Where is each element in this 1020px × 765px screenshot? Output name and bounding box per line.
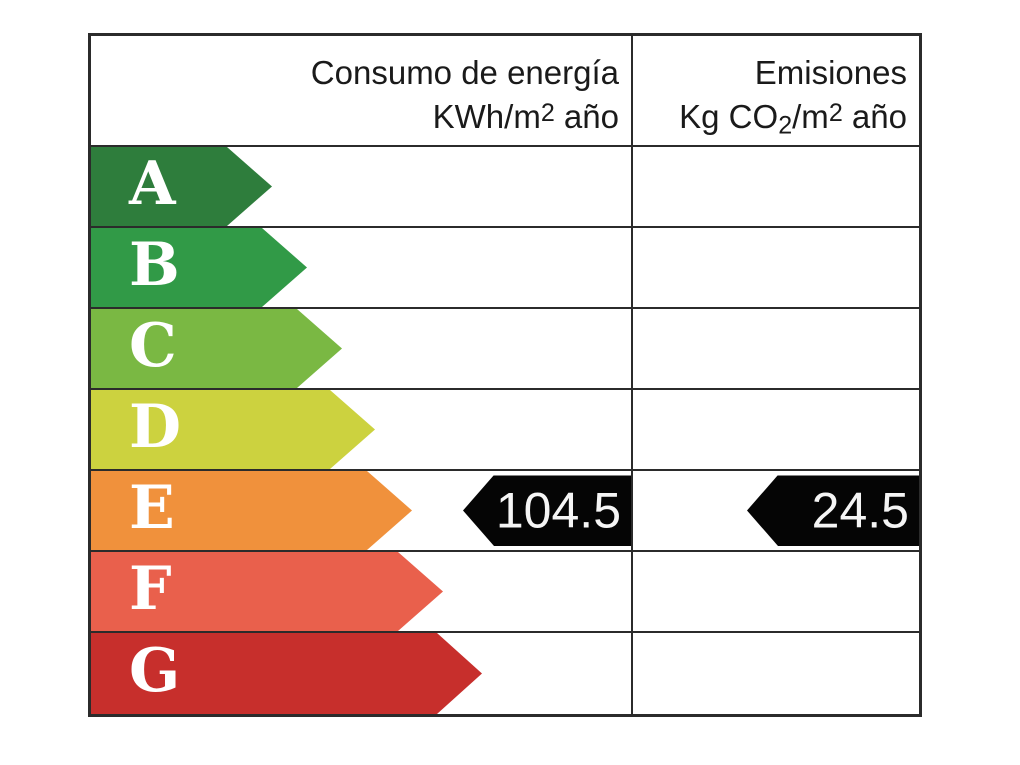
emissions-header-line2: Kg CO2/m2 año bbox=[633, 93, 907, 146]
consumption-unit-prefix: KWh/m bbox=[432, 98, 541, 136]
consumption-cell-b: B bbox=[91, 228, 633, 307]
rating-row-d: D bbox=[91, 390, 919, 471]
rating-bar-c: C bbox=[91, 309, 342, 388]
consumption-unit-superscript: 2 bbox=[540, 99, 555, 127]
consumption-header-cell: Consumo de energía KWh/m2 año bbox=[91, 36, 633, 145]
rating-letter-f: F bbox=[129, 553, 172, 624]
consumption-header-line2: KWh/m2 año bbox=[91, 93, 619, 137]
rating-bar-g: G bbox=[91, 633, 482, 714]
rating-bar-b: B bbox=[91, 228, 307, 307]
energy-rating-table: Consumo de energía KWh/m2 año Emisiones … bbox=[88, 33, 922, 717]
emissions-unit-superscript: 2 bbox=[828, 99, 843, 127]
consumption-header-line1: Consumo de energía bbox=[310, 54, 619, 91]
ratings-rows: A B C D E 104.5 24.5 F G bbox=[91, 147, 919, 714]
rating-row-e: E 104.5 24.5 bbox=[91, 471, 919, 552]
consumption-cell-d: D bbox=[91, 390, 633, 469]
consumption-value-arrow-label: 104.5 bbox=[495, 482, 621, 539]
emissions-value-arrow-label: 24.5 bbox=[811, 482, 909, 539]
rating-letter-c: C bbox=[129, 310, 177, 381]
rating-letter-a: A bbox=[129, 148, 176, 219]
emissions-unit-part1: Kg CO bbox=[679, 98, 779, 136]
emissions-unit-subscript: 2 bbox=[778, 111, 793, 140]
emissions-cell-b bbox=[633, 228, 919, 307]
emissions-cell-a bbox=[633, 147, 919, 226]
rating-letter-d: D bbox=[129, 391, 182, 462]
emissions-cell-d bbox=[633, 390, 919, 469]
rating-bar-d: D bbox=[91, 390, 375, 469]
rating-row-a: A bbox=[91, 147, 919, 228]
emissions-unit-part2: /m bbox=[792, 98, 829, 136]
rating-row-c: C bbox=[91, 309, 919, 390]
emissions-value-arrow: 24.5 bbox=[747, 475, 919, 546]
table-header: Consumo de energía KWh/m2 año Emisiones … bbox=[91, 36, 919, 147]
rating-letter-g: G bbox=[129, 635, 181, 706]
consumption-cell-g: G bbox=[91, 633, 633, 714]
emissions-cell-c bbox=[633, 309, 919, 388]
rating-bar-e: E bbox=[91, 471, 412, 550]
consumption-cell-e: E 104.5 bbox=[91, 471, 633, 550]
emissions-header-cell: Emisiones Kg CO2/m2 año bbox=[633, 36, 919, 145]
rating-bar-f: F bbox=[91, 552, 443, 631]
emissions-cell-g bbox=[633, 633, 919, 714]
rating-row-b: B bbox=[91, 228, 919, 309]
consumption-cell-f: F bbox=[91, 552, 633, 631]
rating-letter-b: B bbox=[129, 229, 180, 300]
consumption-value-arrow: 104.5 bbox=[463, 475, 631, 546]
emissions-cell-f bbox=[633, 552, 919, 631]
emissions-header-line1: Emisiones bbox=[754, 54, 907, 91]
consumption-unit-suffix: año bbox=[554, 98, 619, 136]
rating-letter-e: E bbox=[129, 472, 175, 543]
emissions-cell-e: 24.5 bbox=[633, 471, 919, 550]
consumption-cell-a: A bbox=[91, 147, 633, 226]
emissions-unit-part3: año bbox=[842, 98, 907, 136]
rating-bar-a: A bbox=[91, 147, 272, 226]
consumption-cell-c: C bbox=[91, 309, 633, 388]
rating-row-f: F bbox=[91, 552, 919, 633]
rating-row-g: G bbox=[91, 633, 919, 714]
